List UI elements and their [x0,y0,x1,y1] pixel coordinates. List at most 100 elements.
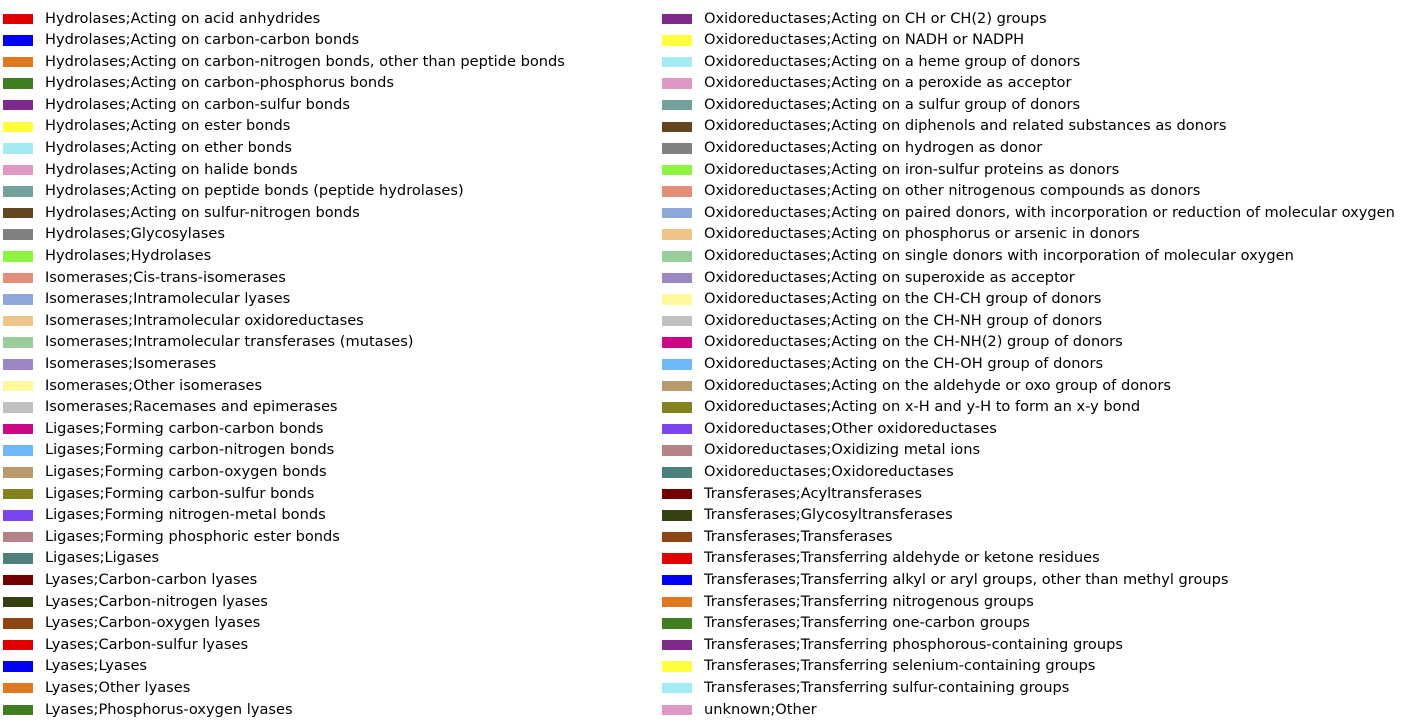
legend-swatch [662,682,692,694]
legend-swatch [662,445,692,456]
legend-swatch [3,56,33,68]
legend-swatch [662,164,692,176]
legend-label: Isomerases;Racemases and epimerases [45,398,338,416]
legend-swatch [3,294,33,305]
legend-label: Hydrolases;Hydrolases [45,247,212,265]
legend-entry: Hydrolases;Acting on ether bonds [3,138,565,160]
legend-label: Ligases;Forming carbon-sulfur bonds [45,484,315,502]
legend-swatch [3,186,33,197]
legend-entry: Lyases;Carbon-carbon lyases [3,569,565,591]
legend-swatch [662,13,692,25]
legend-label: Oxidoreductases;Acting on a sulfur group… [704,95,1081,113]
legend-label: Hydrolases;Glycosylases [45,225,225,243]
legend-entry: Hydrolases;Acting on sulfur-nitrogen bon… [3,202,565,224]
legend-entry: Oxidoreductases;Acting on the CH-CH grou… [662,289,1395,311]
legend-swatch [662,359,692,370]
legend-label: Oxidoreductases;Acting on the CH-OH grou… [704,355,1104,372]
legend-swatch [3,315,33,327]
legend-column-right: Oxidoreductases;Acting on CH or CH(2) gr… [662,8,1395,721]
legend-entry: Transferases;Transferring one-carbon gro… [662,613,1395,635]
legend-label: Hydrolases;Acting on carbon-nitrogen bon… [45,52,565,70]
legend-swatch [662,99,692,111]
legend-label: Hydrolases;Acting on carbon-phosphorus b… [45,74,395,92]
legend-entry: Lyases;Other lyases [3,677,565,699]
legend-swatch [662,78,692,89]
legend-swatch [3,251,33,262]
legend-entry: Oxidoreductases;Acting on hydrogen as do… [662,138,1395,160]
legend-label: Oxidoreductases;Acting on the CH-NH(2) g… [704,333,1123,351]
legend-label: Hydrolases;Acting on ester bonds [45,117,291,135]
legend-label: Oxidoreductases;Acting on hydrogen as do… [704,139,1043,157]
legend-entry: Ligases;Forming phosphoric ester bonds [3,526,565,548]
legend-label: Ligases;Ligases [45,549,160,567]
legend-swatch [662,121,692,133]
legend-swatch [3,78,33,89]
legend-entry: Oxidoreductases;Acting on a peroxide as … [662,73,1395,95]
legend-label: Ligases;Forming phosphoric ester bonds [45,527,340,545]
legend-label: Oxidoreductases;Acting on superoxide as … [704,268,1075,286]
legend-entry: Hydrolases;Acting on carbon-nitrogen bon… [3,51,565,73]
legend-swatch [662,251,692,262]
legend-swatch [662,704,692,716]
legend-swatch [3,618,33,629]
legend-swatch [3,229,33,240]
legend-swatch [3,359,33,370]
legend-label: Ligases;Forming carbon-oxygen bonds [45,462,327,480]
legend-swatch [3,272,33,284]
legend-swatch [3,99,33,111]
legend-entry: Lyases;Carbon-sulfur lyases [3,634,565,656]
legend-entry: Isomerases;Racemases and epimerases [3,397,565,419]
legend-entry: Transferases;Transferring sulfur-contain… [662,677,1395,699]
legend-label: Isomerases;Intramolecular transferases (… [45,333,414,351]
legend-label: Isomerases;Intramolecular lyases [45,290,291,308]
legend-entry: Hydrolases;Acting on peptide bonds (pept… [3,181,565,203]
legend-label: Oxidoreductases;Oxidoreductases [704,462,954,480]
legend-label: Oxidoreductases;Acting on other nitrogen… [704,182,1201,200]
legend-label: Ligases;Forming carbon-carbon bonds [45,419,324,437]
legend-label: Ligases;Forming nitrogen-metal bonds [45,506,326,524]
legend-swatch [662,143,692,154]
legend-label: Transferases;Transferring sulfur-contain… [704,678,1070,696]
legend-entry: Isomerases;Isomerases [3,354,565,376]
legend-label: Transferases;Transferring one-carbon gro… [704,614,1030,632]
legend-label: Transferases;Transferring phosphorous-co… [704,635,1123,653]
legend-swatch [3,553,33,564]
legend-label: Hydrolases;Acting on sulfur-nitrogen bon… [45,203,360,221]
legend-entry: Lyases;Lyases [3,656,565,678]
legend-swatch [662,272,692,284]
legend-label: Oxidoreductases;Acting on the CH-CH grou… [704,290,1102,308]
legend-swatch [662,294,692,305]
legend-swatch [662,596,692,608]
legend-label: Oxidoreductases;Oxidizing metal ions [704,441,981,459]
legend-label: Oxidoreductases;Acting on the aldehyde o… [704,376,1171,394]
legend-entry: Transferases;Acyltransferases [662,483,1395,505]
legend-entry: Ligases;Forming carbon-carbon bonds [3,418,565,440]
legend-entry: Isomerases;Intramolecular oxidoreductase… [3,310,565,332]
legend-entry: Oxidoreductases;Acting on single donors … [662,246,1395,268]
legend-label: Lyases;Other lyases [45,678,191,696]
legend-swatch [662,553,692,564]
legend-swatch [662,488,692,500]
legend-entry: Hydrolases;Glycosylases [3,224,565,246]
legend-swatch [3,531,33,543]
legend-label: Transferases;Transferases [704,527,893,545]
legend-swatch [3,488,33,500]
legend-label: Isomerases;Isomerases [45,355,217,372]
legend-entry: Transferases;Glycosyltransferases [662,505,1395,527]
legend-swatch [3,207,33,219]
legend-label: Ligases;Forming carbon-nitrogen bonds [45,441,335,459]
legend-entry: Ligases;Forming carbon-sulfur bonds [3,483,565,505]
legend-label: Oxidoreductases;Acting on a peroxide as … [704,74,1072,92]
legend-entry: Hydrolases;Acting on halide bonds [3,159,565,181]
legend-column-left: Hydrolases;Acting on acid anhydrides Hydr… [3,8,565,721]
legend-label: Lyases;Carbon-sulfur lyases [45,635,249,653]
legend-swatch [662,380,692,392]
legend-entry: Oxidoreductases;Acting on CH or CH(2) gr… [662,8,1395,30]
legend-swatch [662,207,692,219]
legend-swatch [3,13,33,25]
legend-entry: Hydrolases;Acting on acid anhydrides [3,8,565,30]
legend-swatch [662,423,692,435]
legend-entry: Oxidoreductases;Acting on paired donors,… [662,202,1395,224]
legend-label: Oxidoreductases;Acting on diphenols and … [704,117,1227,135]
legend-entry: Isomerases;Intramolecular lyases [3,289,565,311]
